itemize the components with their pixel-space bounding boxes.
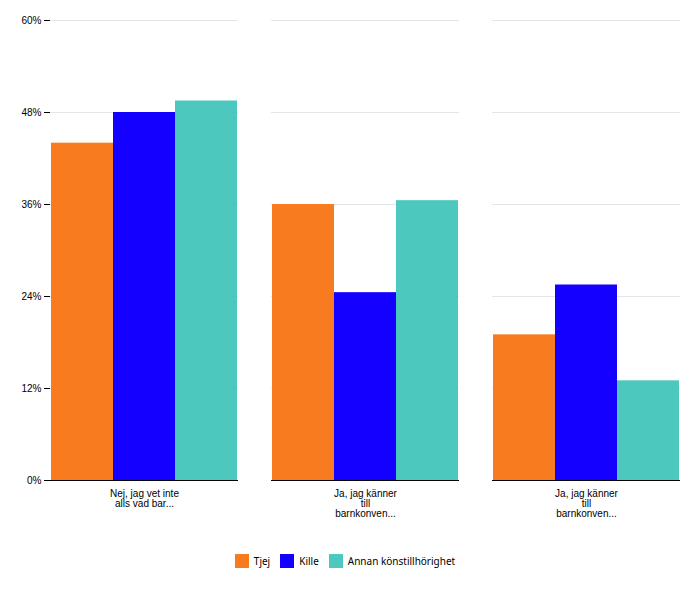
svg-text:Ja, jag kännertillbarnkonven..: Ja, jag kännertillbarnkonven...	[555, 488, 618, 519]
svg-text:Nej, jag vet intealls vad bar.: Nej, jag vet intealls vad bar...	[110, 488, 179, 509]
html-text:Tjej: Tjej	[253, 553, 271, 568]
svg-text:Ja, jag kännertillbarnkonven..: Ja, jag kännertillbarnkonven...	[334, 488, 397, 519]
svg-text:36%: 36%	[21, 199, 41, 210]
html-text:Kille: Kille	[299, 553, 319, 568]
svg-text:12%: 12%	[21, 383, 41, 394]
html-text:Annan könstillhörighet: Annan könstillhörighet	[347, 553, 456, 568]
svg-text:60%: 60%	[21, 15, 41, 26]
svg-text:24%: 24%	[21, 291, 41, 302]
svg-text:48%: 48%	[21, 107, 41, 118]
svg-text:0%: 0%	[27, 475, 42, 486]
